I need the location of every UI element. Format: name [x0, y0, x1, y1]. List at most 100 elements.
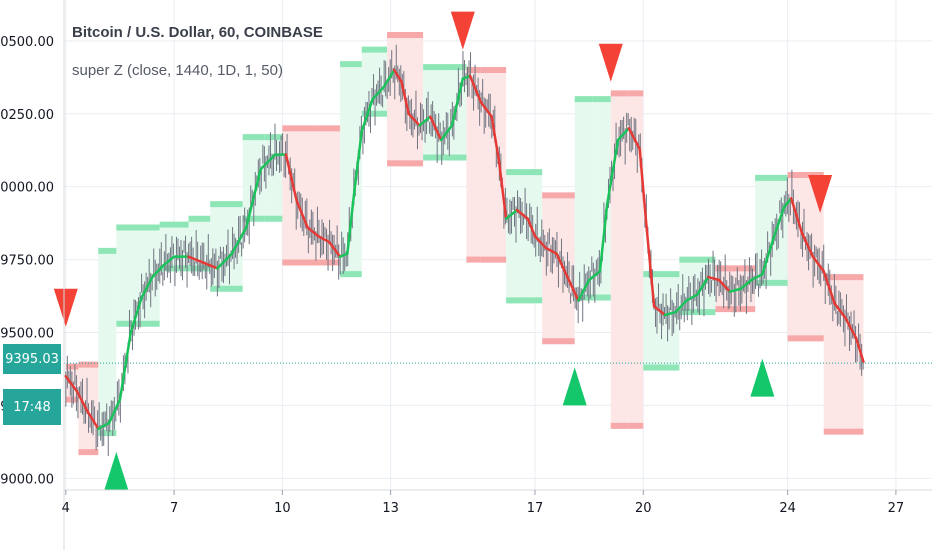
trend-segment: [418, 115, 432, 127]
zone-band: [188, 218, 211, 269]
trend-segment: [577, 278, 591, 302]
x-tick-label: 27: [888, 501, 905, 516]
trend-segment: [685, 293, 699, 302]
trend-segment: [605, 138, 620, 206]
trend-segment: [533, 235, 548, 250]
trend-segment: [353, 130, 364, 191]
trend-segment: [782, 197, 793, 209]
trend-segment: [317, 235, 331, 244]
y-tick-label: 10500.00: [0, 35, 54, 50]
trend-segment: [245, 167, 262, 229]
trend-segment: [118, 331, 133, 401]
trend-segment: [346, 188, 356, 255]
zone-band: [466, 70, 481, 260]
trend-segment: [504, 208, 519, 220]
x-tick-label: 24: [779, 501, 796, 516]
x-tick-label: 20: [635, 501, 652, 516]
trend-segment: [761, 237, 775, 276]
trend-segment: [663, 310, 678, 317]
study-legend[interactable]: super Z (close, 1440, 1D, 1, 50): [72, 62, 283, 79]
sell-signal-arrow: [450, 11, 475, 50]
trend-segment: [407, 112, 421, 127]
trend-segment: [97, 421, 111, 430]
buy-signal-arrow: [562, 367, 587, 406]
trend-segment: [400, 80, 410, 115]
zone-band: [451, 67, 467, 158]
trend-segment: [371, 86, 385, 101]
trend-segment: [338, 252, 349, 258]
trend-segment: [284, 153, 299, 203]
trend-segment: [638, 147, 649, 232]
trend-segment: [450, 77, 465, 127]
x-tick-label: 13: [382, 501, 399, 516]
trend-segment: [750, 272, 764, 282]
trend-segment: [75, 389, 89, 413]
zone-band: [98, 250, 117, 434]
zone-band: [592, 99, 611, 298]
trend-segment: [382, 68, 396, 89]
zone-band: [574, 99, 593, 298]
zone-band: [340, 64, 362, 275]
trend-segment: [811, 255, 825, 273]
zone-band: [242, 137, 265, 219]
trend-line-layer: [64, 68, 865, 430]
trend-segment: [360, 97, 374, 133]
trend-segment: [833, 302, 847, 320]
zone-band: [116, 227, 138, 324]
bar-countdown-badge: 17:48: [3, 389, 61, 425]
trend-segment: [468, 74, 483, 104]
level-layer: [65, 32, 864, 456]
trend-segment: [151, 264, 165, 279]
zone-band: [610, 93, 629, 426]
trend-segment: [259, 153, 277, 171]
trend-segment: [645, 229, 656, 308]
trend-segment: [201, 261, 219, 270]
trend-segment: [328, 240, 342, 258]
signal-layer: [53, 11, 833, 490]
trend-segment: [728, 287, 742, 293]
trend-segment: [800, 232, 815, 258]
trend-segment: [696, 275, 710, 296]
x-tick-label: 4: [62, 501, 70, 516]
trend-segment: [129, 296, 143, 334]
trend-segment: [107, 398, 122, 425]
trend-segment: [140, 275, 154, 299]
buy-signal-arrow: [104, 452, 129, 490]
zone-band: [628, 93, 644, 426]
trend-segment: [230, 226, 248, 255]
trend-segment: [515, 208, 530, 220]
trend-segment: [392, 68, 403, 83]
trend-segment: [598, 202, 609, 273]
trend-segment: [822, 270, 836, 305]
trend-segment: [844, 316, 858, 340]
trend-segment: [739, 278, 753, 290]
trend-segment: [771, 205, 786, 241]
trend-segment: [216, 252, 234, 270]
trend-segment: [544, 246, 558, 255]
trend-segment: [162, 255, 176, 267]
trend-segment: [587, 270, 602, 282]
x-tick-label: 7: [170, 501, 178, 516]
y-tick-label: 9750.00: [0, 254, 54, 269]
symbol-title[interactable]: Bitcoin / U.S. Dollar, 60, COINBASE: [72, 24, 323, 41]
trend-segment: [652, 305, 667, 317]
trend-segment: [627, 127, 641, 150]
zone-band: [480, 70, 507, 260]
last-price-badge: 9395.03: [3, 344, 61, 374]
trend-segment: [479, 100, 493, 118]
trend-segment: [789, 197, 804, 235]
trend-segment: [497, 159, 508, 220]
trend-segment: [64, 375, 78, 393]
zone-band: [506, 172, 521, 301]
x-tick-label: 10: [274, 501, 291, 516]
y-tick-label: 10250.00: [0, 108, 54, 123]
y-tick-label: 10000.00: [0, 181, 54, 196]
trend-segment: [306, 226, 320, 238]
trend-segment: [461, 74, 472, 80]
trend-segment: [854, 337, 865, 363]
zone-band: [387, 35, 402, 164]
trend-segment: [526, 217, 537, 238]
x-axis[interactable]: 4 7 10 13 17 20 24 27: [62, 0, 932, 550]
buy-signal-arrow: [750, 358, 775, 397]
